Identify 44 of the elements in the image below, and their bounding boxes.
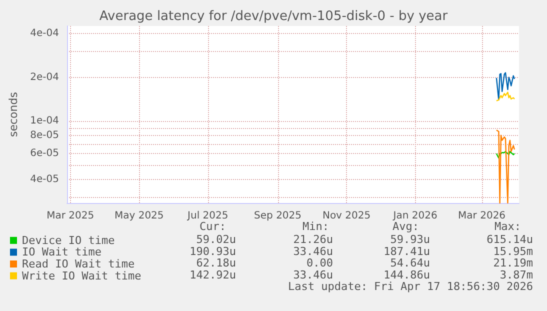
- x-tick-label: Mar 2025: [46, 210, 94, 222]
- text: 144.86u: [384, 268, 430, 282]
- y-tick-label: 1e-04: [30, 116, 59, 127]
- text: 142.92u: [190, 268, 236, 282]
- text: Last update: Fri Apr 17 18:56:30 2026: [288, 280, 534, 293]
- text: 21.26u: [293, 233, 334, 246]
- text: 33.46u: [293, 244, 334, 258]
- x-tick-label: Jan 2026: [392, 210, 438, 222]
- y-axis-title: seconds: [7, 92, 20, 137]
- text: Min:: [302, 220, 330, 233]
- chart-title: Average latency for /dev/pve/vm-105-disk-0 - by year: [99, 9, 448, 24]
- text: Max:: [494, 220, 522, 233]
- text: 21.19m: [493, 256, 534, 270]
- text: 187.41u: [384, 244, 430, 258]
- legend-label: IO Wait time: [22, 246, 102, 259]
- legend-label: Write IO Wait time: [22, 269, 142, 282]
- y-tick-label: 8e-05: [30, 130, 59, 141]
- text: 59.02u: [196, 233, 236, 246]
- text: 190.93u: [190, 244, 236, 258]
- legend-label: Device IO time: [22, 234, 115, 247]
- x-tick-label: May 2025: [114, 210, 164, 222]
- text: 62.18u: [196, 256, 236, 270]
- line-series: [496, 92, 516, 102]
- text: 15.95m: [493, 244, 534, 258]
- text: Avg:: [392, 220, 420, 233]
- x-tick-label: Sep 2025: [254, 210, 302, 222]
- text: 59.93u: [390, 233, 430, 246]
- text: 54.64u: [390, 256, 430, 270]
- line-series: [496, 150, 516, 159]
- x-tick-label: Jul 2025: [186, 210, 228, 222]
- text: 0.00: [306, 256, 334, 270]
- text: 3.87m: [500, 268, 534, 282]
- line-series: [496, 129, 516, 204]
- x-tick-label: Mar 2026: [458, 210, 506, 222]
- text: Cur:: [200, 220, 226, 233]
- y-tick-label: 2e-04: [30, 72, 59, 83]
- text: 33.46u: [293, 268, 334, 282]
- y-tick-label: 4e-04: [30, 28, 59, 39]
- line-series: [496, 72, 516, 101]
- x-tick-label: Nov 2025: [322, 210, 371, 222]
- text: 615.14u: [486, 233, 533, 246]
- y-tick-label: 6e-05: [30, 148, 59, 160]
- legend-label: Read IO Wait time: [22, 258, 135, 270]
- y-tick-label: 4e-05: [30, 174, 59, 185]
